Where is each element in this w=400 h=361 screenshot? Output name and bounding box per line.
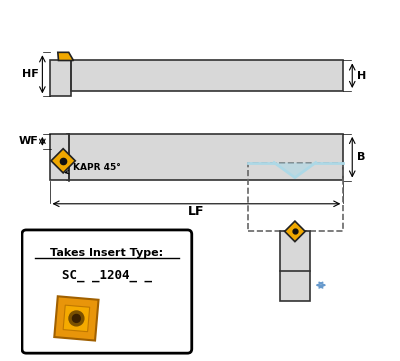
Text: SC_ _1204_ _: SC_ _1204_ _	[62, 269, 152, 282]
Polygon shape	[274, 162, 316, 178]
Polygon shape	[58, 52, 74, 61]
Polygon shape	[63, 305, 90, 332]
Bar	[50, 134, 69, 180]
Text: HF: HF	[22, 69, 39, 79]
Bar	[280, 231, 310, 300]
Polygon shape	[54, 296, 98, 340]
Circle shape	[72, 314, 80, 322]
Text: Takes Insert Type:: Takes Insert Type:	[50, 248, 164, 258]
Bar	[68, 61, 343, 91]
Text: WF: WF	[19, 136, 39, 146]
Polygon shape	[285, 221, 305, 242]
Bar	[50, 61, 71, 96]
Bar	[68, 134, 343, 180]
FancyBboxPatch shape	[22, 230, 192, 353]
Circle shape	[69, 311, 84, 326]
Text: H: H	[356, 71, 366, 81]
Text: B: B	[356, 152, 365, 162]
Bar	[248, 162, 343, 231]
Polygon shape	[51, 149, 75, 173]
Text: LF: LF	[188, 205, 205, 218]
Text: KAPR 45°: KAPR 45°	[65, 163, 120, 174]
